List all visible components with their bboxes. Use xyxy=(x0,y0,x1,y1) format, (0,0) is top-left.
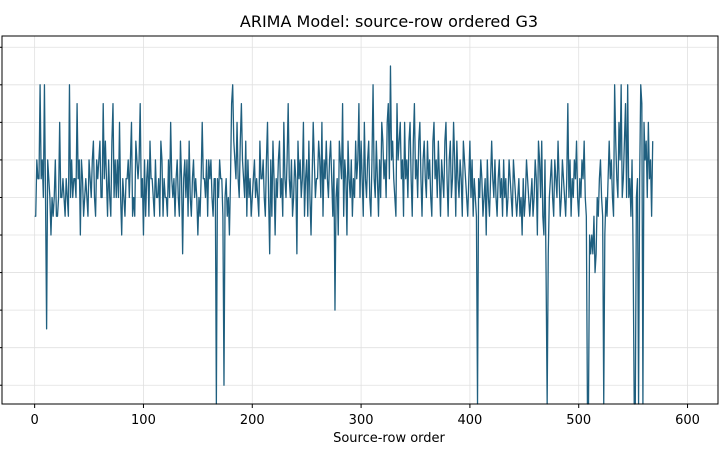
x-axis-label: Source-row order xyxy=(333,431,445,446)
x-tick-label: 100 xyxy=(131,413,156,428)
x-tick-label: 400 xyxy=(457,413,482,428)
x-axis: 0 100 200 300 400 500 600 xyxy=(31,404,700,428)
plot-frame xyxy=(1,35,719,405)
x-tick-label: 200 xyxy=(240,413,265,428)
grid-lines xyxy=(2,36,718,404)
series-line xyxy=(34,65,654,405)
x-tick-label: 600 xyxy=(675,413,700,428)
chart-title: ARIMA Model: source-row ordered G3 xyxy=(240,12,538,31)
x-tick-label: 500 xyxy=(566,413,591,428)
series-layer xyxy=(34,65,654,405)
y-axis xyxy=(0,46,2,386)
x-tick-label: 0 xyxy=(31,413,39,428)
x-tick-label: 300 xyxy=(349,413,374,428)
